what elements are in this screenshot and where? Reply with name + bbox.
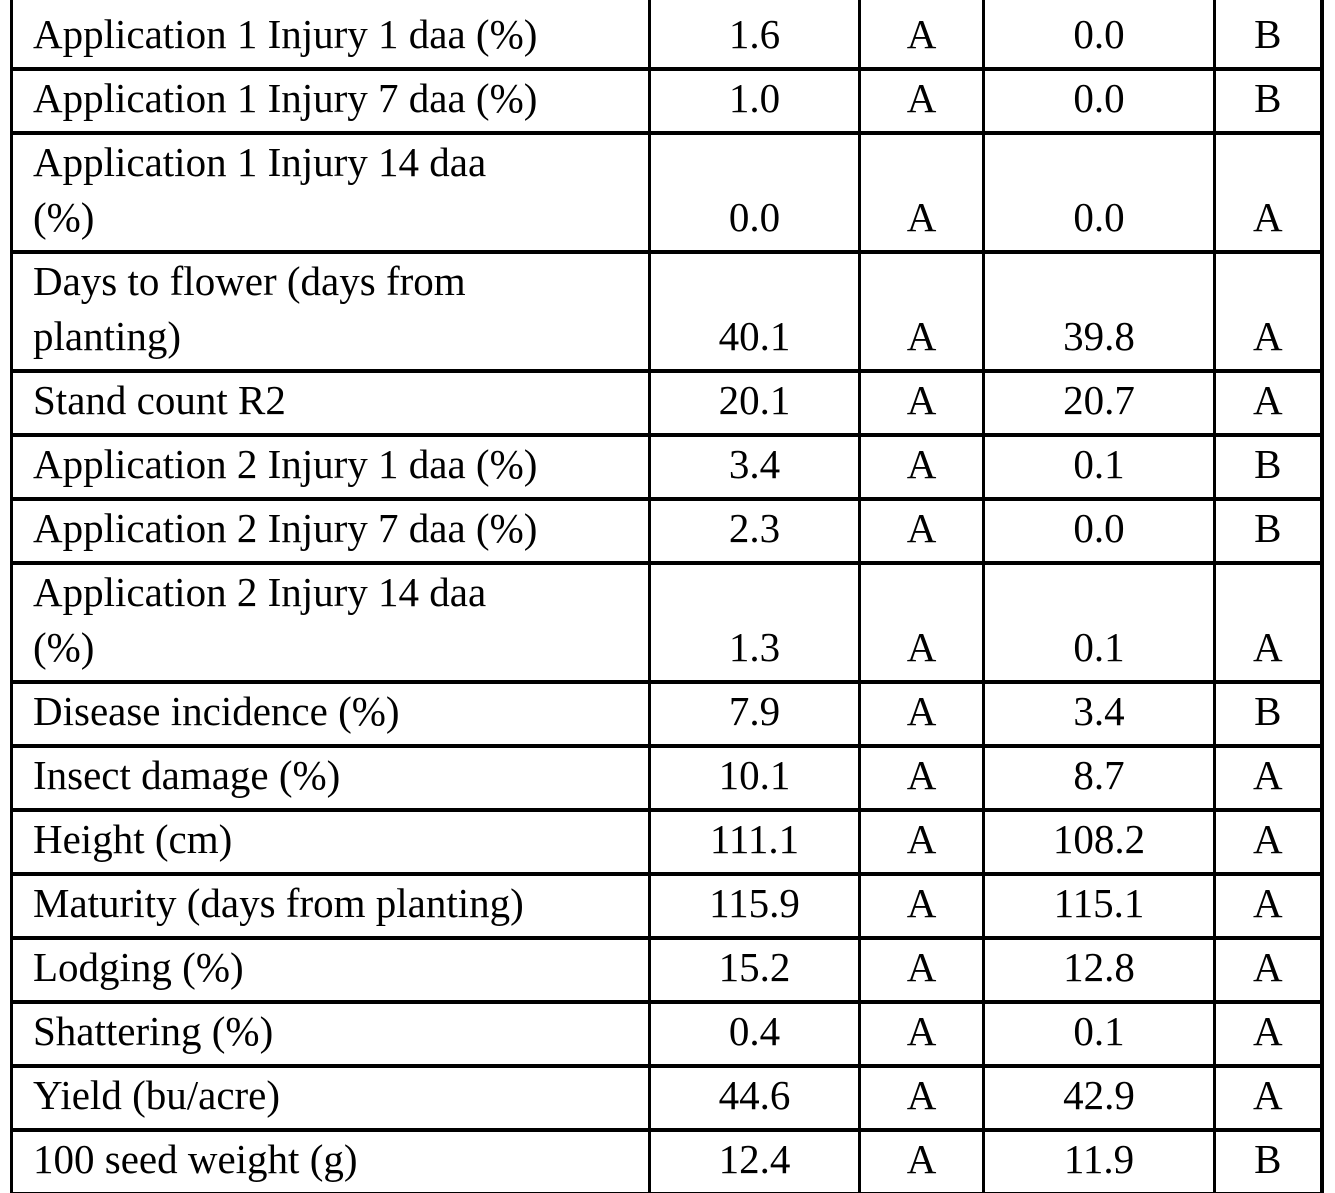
trait-label-cell: Application 1 Injury 14 daa (%) (10, 131, 651, 254)
sig2-cell: A (1213, 808, 1324, 876)
value1-cell: 10.1 (648, 744, 861, 812)
sig1-cell: A (858, 872, 985, 940)
table-row: Application 1 Injury 1 daa (%) 1.6 A 0.0 B (10, 0, 1324, 71)
value2-cell: 115.1 (982, 872, 1216, 940)
value1-cell: 7.9 (648, 680, 861, 748)
trait-label-cell: Application 2 Injury 7 daa (%) (10, 497, 651, 565)
sig1-cell: A (858, 131, 985, 254)
table-body: Application 1 Injury 1 daa (%) 1.6 A 0.0 B Ap… (10, 0, 1324, 1193)
trait-label-cell: Application 1 Injury 7 daa (%) (10, 67, 651, 135)
sig2-cell: B (1213, 433, 1324, 501)
value2-cell: 20.7 (982, 369, 1216, 437)
table-row: Insect damage (%) 10.1 A 8.7 A (10, 744, 1324, 812)
sig2-cell: A (1213, 872, 1324, 940)
table-row: Application 2 Injury 1 daa (%) 3.4 A 0.1 B (10, 433, 1324, 501)
trait-comparison-table: Application 1 Injury 1 daa (%) 1.6 A 0.0 B Ap… (10, 0, 1324, 1193)
sig2-cell: A (1213, 369, 1324, 437)
value2-cell: 0.1 (982, 1000, 1216, 1068)
table-row: Application 1 Injury 7 daa (%) 1.0 A 0.0 B (10, 67, 1324, 135)
table-row: Yield (bu/acre) 44.6 A 42.9 A (10, 1064, 1324, 1132)
table-row: Stand count R2 20.1 A 20.7 A (10, 369, 1324, 437)
sig2-cell: B (1213, 0, 1324, 71)
sig2-cell: A (1213, 250, 1324, 373)
value1-cell: 1.6 (648, 0, 861, 71)
table-row: Maturity (days from planting) 115.9 A 115.1… (10, 872, 1324, 940)
table-row: Days to flower (days from planting) 40.1 A… (10, 250, 1324, 373)
value2-cell: 42.9 (982, 1064, 1216, 1132)
value1-cell: 111.1 (648, 808, 861, 876)
trait-label-cell: 100 seed weight (g) (10, 1128, 651, 1193)
value1-cell: 15.2 (648, 936, 861, 1004)
table-row: Application 1 Injury 14 daa (%) 0.0 A 0.0 A (10, 131, 1324, 254)
value1-cell: 0.0 (648, 131, 861, 254)
value2-cell: 0.0 (982, 131, 1216, 254)
table-row: Lodging (%) 15.2 A 12.8 A (10, 936, 1324, 1004)
value1-cell: 2.3 (648, 497, 861, 565)
value2-cell: 39.8 (982, 250, 1216, 373)
sig1-cell: A (858, 744, 985, 812)
table-row: Shattering (%) 0.4 A 0.1 A (10, 1000, 1324, 1068)
sig1-cell: A (858, 250, 985, 373)
table-row: Application 2 Injury 14 daa (%) 1.3 A 0.1 A (10, 561, 1324, 684)
trait-label-cell: Yield (bu/acre) (10, 1064, 651, 1132)
table-row: Application 2 Injury 7 daa (%) 2.3 A 0.0 B (10, 497, 1324, 565)
sig2-cell: A (1213, 1000, 1324, 1068)
value2-cell: 0.0 (982, 497, 1216, 565)
value1-cell: 1.3 (648, 561, 861, 684)
value2-cell: 0.0 (982, 0, 1216, 71)
value2-cell: 108.2 (982, 808, 1216, 876)
value1-cell: 40.1 (648, 250, 861, 373)
sig2-cell: A (1213, 744, 1324, 812)
sig1-cell: A (858, 561, 985, 684)
trait-label-cell: Insect damage (%) (10, 744, 651, 812)
sig1-cell: A (858, 1128, 985, 1193)
trait-label-cell: Stand count R2 (10, 369, 651, 437)
sig1-cell: A (858, 936, 985, 1004)
value1-cell: 0.4 (648, 1000, 861, 1068)
value2-cell: 0.1 (982, 561, 1216, 684)
trait-label-cell: Application 2 Injury 14 daa (%) (10, 561, 651, 684)
sig2-cell: B (1213, 497, 1324, 565)
sig2-cell: B (1213, 1128, 1324, 1193)
sig1-cell: A (858, 808, 985, 876)
sig2-cell: B (1213, 680, 1324, 748)
sig1-cell: A (858, 680, 985, 748)
value2-cell: 0.0 (982, 67, 1216, 135)
sig1-cell: A (858, 433, 985, 501)
trait-label-cell: Height (cm) (10, 808, 651, 876)
sig1-cell: A (858, 369, 985, 437)
value1-cell: 1.0 (648, 67, 861, 135)
trait-label-cell: Disease incidence (%) (10, 680, 651, 748)
value2-cell: 8.7 (982, 744, 1216, 812)
table-row: 100 seed weight (g) 12.4 A 11.9 B (10, 1128, 1324, 1193)
value2-cell: 0.1 (982, 433, 1216, 501)
value1-cell: 3.4 (648, 433, 861, 501)
value2-cell: 11.9 (982, 1128, 1216, 1193)
sig2-cell: A (1213, 131, 1324, 254)
sig1-cell: A (858, 497, 985, 565)
sig1-cell: A (858, 67, 985, 135)
sig2-cell: A (1213, 936, 1324, 1004)
sig1-cell: A (858, 1064, 985, 1132)
trait-label-cell: Application 2 Injury 1 daa (%) (10, 433, 651, 501)
trait-label-cell: Shattering (%) (10, 1000, 651, 1068)
value1-cell: 12.4 (648, 1128, 861, 1193)
table-row: Disease incidence (%) 7.9 A 3.4 B (10, 680, 1324, 748)
sig1-cell: A (858, 1000, 985, 1068)
value1-cell: 44.6 (648, 1064, 861, 1132)
value1-cell: 115.9 (648, 872, 861, 940)
sig2-cell: A (1213, 561, 1324, 684)
sig2-cell: A (1213, 1064, 1324, 1132)
trait-label-cell: Maturity (days from planting) (10, 872, 651, 940)
trait-label-cell: Days to flower (days from planting) (10, 250, 651, 373)
value2-cell: 3.4 (982, 680, 1216, 748)
table-row: Height (cm) 111.1 A 108.2 A (10, 808, 1324, 876)
trait-label-cell: Application 1 Injury 1 daa (%) (10, 0, 651, 71)
value1-cell: 20.1 (648, 369, 861, 437)
value2-cell: 12.8 (982, 936, 1216, 1004)
sig2-cell: B (1213, 67, 1324, 135)
trait-label-cell: Lodging (%) (10, 936, 651, 1004)
sig1-cell: A (858, 0, 985, 71)
